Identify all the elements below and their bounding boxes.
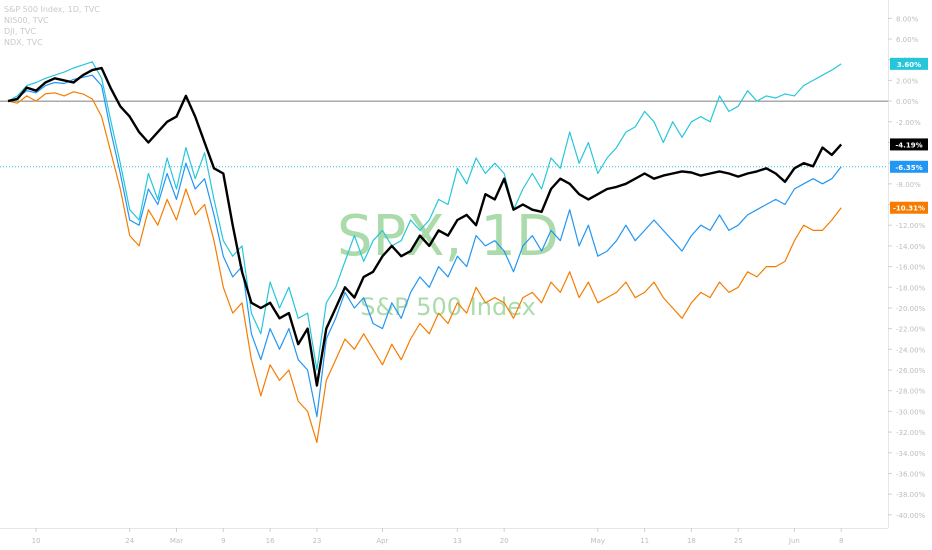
series-lines	[7, 61, 843, 443]
x-tick-label: 23	[312, 537, 321, 545]
x-tick-label: 18	[687, 537, 696, 545]
last-value-text: -6.35%	[895, 164, 922, 172]
last-value-label-spx: -4.19%	[890, 138, 928, 151]
series-line-spx	[7, 66, 843, 387]
y-tick-label: 6.00%	[896, 36, 919, 44]
x-tick-label: 24	[125, 537, 134, 545]
y-tick-label: 2.00%	[896, 77, 919, 85]
x-tick-label: 25	[734, 537, 743, 545]
series-line-dji	[7, 74, 842, 418]
y-tick-label: -8.00%	[896, 181, 921, 189]
x-tick-label: 9	[221, 537, 225, 545]
last-value-bg	[890, 201, 928, 214]
watermark: SPX, 1D S&P 500 Index	[337, 204, 559, 321]
last-value-labels: 3.60% -4.19% -6.35% -10.31%	[890, 57, 928, 214]
x-tick-label: Mar	[170, 537, 183, 545]
x-tick-label: 20	[500, 537, 509, 545]
x-axis: 10 24 Mar 9 16 23 Apr 13 20 May 11 18 25 Jun 8	[0, 528, 888, 545]
y-tick-label: -40.00%	[896, 512, 926, 520]
x-tick-label: Apr	[376, 537, 388, 545]
last-value-text: 3.60%	[897, 61, 921, 69]
y-tick-label: -2.00%	[896, 119, 921, 127]
legend-item-ni500: NI500, TVC	[4, 16, 49, 25]
last-value-label-ndx: 3.60%	[890, 57, 928, 70]
y-tick-label: 0.00%	[896, 98, 919, 106]
y-tick-label: -24.00%	[896, 346, 926, 354]
x-tick-label: 16	[266, 537, 275, 545]
last-value-text: -4.19%	[895, 141, 922, 149]
y-tick-label: -20.00%	[896, 305, 926, 313]
last-value-bg	[890, 57, 928, 70]
y-tick-label: -34.00%	[896, 450, 926, 458]
y-tick-label: -12.00%	[896, 222, 926, 230]
y-axis: 8.00%6.00%4.00%2.00%0.00%-2.00%-4.00%-6.…	[888, 0, 926, 528]
y-tick-label: -28.00%	[896, 388, 926, 396]
y-tick-label: -14.00%	[896, 243, 926, 251]
legend-item-dji: DJI, TVC	[4, 27, 36, 36]
x-tick-label: May	[591, 537, 605, 545]
y-tick-label: -38.00%	[896, 491, 926, 499]
y-tick-label: -26.00%	[896, 367, 926, 375]
last-value-label-ni500: -10.31%	[890, 201, 928, 214]
y-tick-label: -16.00%	[896, 264, 926, 272]
last-value-bg	[890, 160, 928, 173]
x-tick-label: 11	[640, 537, 649, 545]
last-value-label-dji: -6.35%	[890, 160, 928, 173]
last-value-bg	[890, 138, 928, 151]
x-tick-label: 10	[32, 537, 41, 545]
legend: S&P 500 Index, 1D, TVC NI500, TVC DJI, T…	[4, 4, 100, 48]
last-value-text: -10.31%	[893, 205, 925, 213]
legend-item-spx: S&P 500 Index, 1D, TVC	[4, 5, 100, 14]
series-line-ni500	[7, 91, 842, 443]
series-line-ndx	[7, 61, 842, 371]
x-tick-label: 13	[453, 537, 462, 545]
legend-item-ndx: NDX, TVC	[4, 38, 43, 47]
y-tick-label: -22.00%	[896, 326, 926, 334]
x-tick-label: Jun	[788, 537, 800, 545]
y-tick-label: -30.00%	[896, 408, 926, 416]
reference-lines	[0, 100, 888, 168]
y-tick-label: -36.00%	[896, 470, 926, 478]
y-tick-label: -18.00%	[896, 284, 926, 292]
x-tick-label: 8	[839, 537, 843, 545]
y-tick-label: -32.00%	[896, 429, 926, 437]
y-tick-label: 8.00%	[896, 15, 919, 23]
